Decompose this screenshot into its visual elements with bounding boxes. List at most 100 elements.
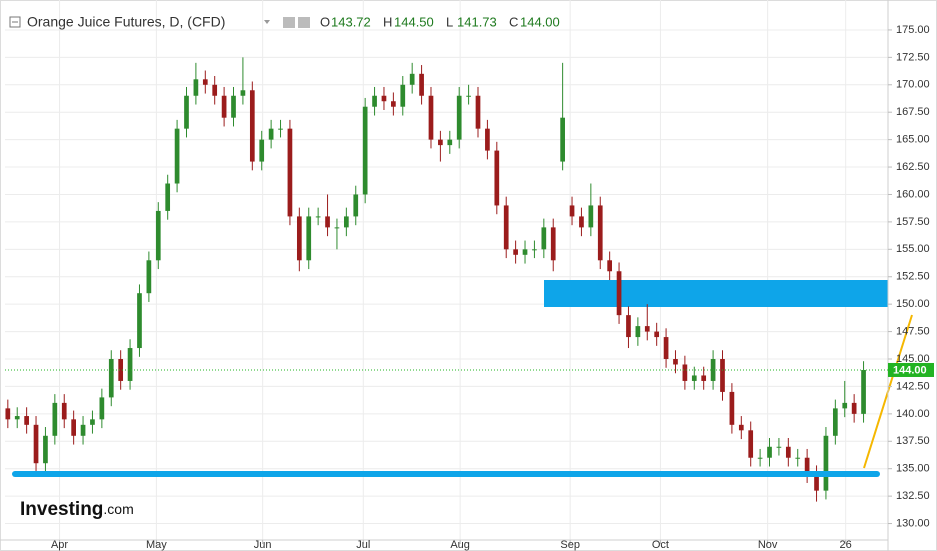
candle-body: [682, 364, 688, 381]
candle-body: [296, 216, 302, 261]
candle-body: [644, 326, 650, 332]
candle-body: [560, 117, 565, 162]
settings-icon[interactable]: [283, 17, 295, 28]
candle-body: [635, 326, 641, 338]
candle-body: [240, 90, 246, 96]
candle-body: [616, 271, 622, 316]
candle-body: [155, 210, 161, 261]
ohlc-key: H: [383, 14, 392, 29]
candle-body: [485, 128, 490, 151]
candle-body: [5, 408, 11, 420]
candle-body: [466, 95, 471, 97]
logo-name: Investing: [20, 499, 103, 520]
x-tick-label: Jun: [254, 539, 272, 551]
ohlc-value: 143.72: [331, 14, 371, 29]
ohlc-key: O: [320, 14, 330, 29]
grid: [5, 0, 888, 540]
candle-body: [381, 95, 387, 102]
y-tick-label: 132.50: [896, 490, 930, 502]
x-tick-label: May: [146, 539, 167, 551]
candle-body: [202, 79, 208, 85]
candle-body: [832, 408, 838, 436]
y-tick-label: 160.00: [896, 188, 930, 200]
chart-title: Orange Juice Futures, D, (CFD): [27, 14, 225, 30]
candle-body: [127, 348, 133, 381]
candle-body: [720, 359, 725, 392]
y-tick-label: 147.50: [896, 325, 930, 337]
candle-body: [663, 337, 669, 360]
candle-body: [400, 84, 406, 107]
candle-body: [579, 216, 584, 228]
y-tick-label: 165.00: [896, 134, 930, 146]
candle-body: [738, 424, 744, 431]
x-tick-label: Jul: [356, 539, 370, 551]
y-tick-label: 170.00: [896, 79, 930, 91]
candle-body: [52, 402, 58, 436]
candle-body: [306, 216, 312, 261]
candle-body: [494, 150, 500, 206]
y-tick-label: 140.00: [896, 408, 930, 420]
candle-body: [767, 446, 772, 458]
candle-body: [146, 260, 152, 294]
candle-body: [607, 260, 613, 272]
candle-body: [287, 128, 293, 217]
ohlc-value: 141.73: [457, 14, 497, 29]
x-tick-label: Nov: [758, 539, 778, 551]
ohlc-value: 144.00: [520, 14, 560, 29]
candle-body: [654, 331, 660, 338]
candle-body: [184, 95, 189, 129]
candle-body: [71, 419, 76, 436]
candle-body: [861, 369, 866, 414]
x-tick-label: Oct: [652, 539, 669, 551]
candle-body: [212, 84, 218, 96]
candle-body: [691, 375, 697, 381]
y-tick-label: 150.00: [896, 298, 930, 310]
candle-body: [851, 402, 857, 414]
candle-body: [221, 95, 227, 118]
candle-body: [108, 359, 114, 398]
ohlc-value: 144.50: [394, 14, 434, 29]
y-tick-label: 172.50: [896, 51, 930, 63]
ohlc-key: L: [446, 14, 453, 29]
candle-body: [701, 375, 707, 381]
y-tick-label: 167.50: [896, 106, 930, 118]
x-tick-label: Apr: [51, 539, 68, 551]
y-tick-label: 145.00: [896, 353, 930, 365]
candle-body: [475, 95, 481, 129]
candle-body: [823, 435, 829, 491]
candle-body: [785, 446, 791, 458]
y-tick-label: 162.50: [896, 161, 930, 173]
candle-body: [24, 416, 29, 425]
dropdown-arrow[interactable]: [264, 20, 270, 24]
price-label: 144.00: [893, 364, 927, 376]
candle-body: [249, 90, 255, 162]
candle-body: [438, 139, 443, 146]
settings-icon[interactable]: [298, 17, 310, 28]
candle-body: [428, 95, 434, 140]
candle-body: [165, 183, 171, 211]
candle-body: [588, 205, 594, 228]
candle-body: [193, 79, 199, 96]
candle-body: [729, 391, 735, 425]
candle-body: [522, 249, 528, 255]
candle-body: [14, 416, 20, 420]
y-tick-label: 130.00: [896, 517, 930, 529]
candle-body: [325, 216, 330, 228]
resistance-zone: [544, 280, 888, 307]
candle-body: [174, 128, 180, 184]
candle-body: [748, 430, 754, 458]
y-tick-label: 157.50: [896, 216, 930, 228]
y-tick-label: 137.50: [896, 435, 930, 447]
candle-body: [137, 293, 142, 349]
candle-body: [315, 216, 321, 218]
x-tick-label: Sep: [560, 539, 580, 551]
y-tick-label: 142.50: [896, 380, 930, 392]
candle-body: [447, 139, 453, 146]
price-badge: [888, 362, 934, 377]
candle-body: [353, 194, 359, 217]
candle-body: [259, 139, 265, 162]
candle-body: [118, 359, 124, 381]
candle-body: [569, 205, 575, 217]
candle-body: [231, 95, 236, 118]
